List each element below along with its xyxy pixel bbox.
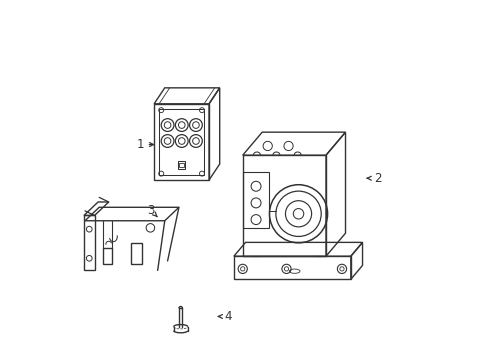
Text: 4: 4 (218, 310, 232, 323)
Text: 1: 1 (136, 138, 153, 151)
Text: 2: 2 (366, 172, 380, 185)
Text: 3: 3 (146, 204, 157, 217)
